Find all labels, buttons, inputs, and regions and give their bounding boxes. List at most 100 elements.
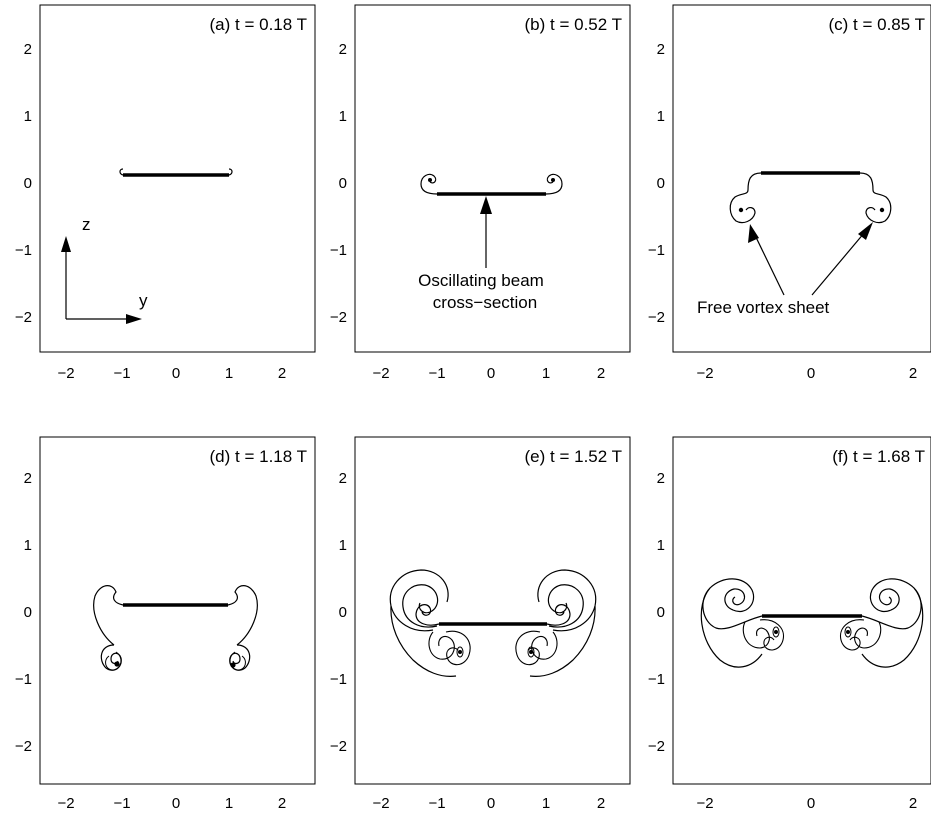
panel-a: (a) t = 0.18 T 2 1 0 −1 −2 −2 −1 0 1 2 z…: [15, 4, 316, 382]
x-tick-label: −1: [113, 365, 130, 382]
y-tick-label: 1: [339, 108, 347, 125]
y-tick-label: 2: [339, 470, 347, 487]
y-arrowhead-icon: [126, 314, 142, 324]
panel-d-title: (d) t = 1.18 T: [210, 447, 307, 466]
y-tick-label: 2: [657, 470, 665, 487]
x-tick-label: 1: [225, 795, 233, 812]
x-tick-label: −1: [113, 795, 130, 812]
x-tick-label: −2: [696, 365, 713, 382]
x-tick-label: 1: [225, 365, 233, 382]
panel-c-yticks: 2 1 0 −1 −2: [648, 41, 665, 326]
panel-d-yticks: 2 1 0 −1 −2: [15, 470, 32, 755]
panel-c: (c) t = 0.85 T 2 1 0 −1 −2 −2 0 2 Free v…: [648, 4, 931, 382]
panel-e-frame: [354, 436, 631, 785]
vortex-cluster-right: [515, 630, 558, 666]
vortex-sheet-right-envelope: [537, 569, 597, 632]
panel-f-yticks: 2 1 0 −1 −2: [648, 470, 665, 755]
x-tick-label: −2: [57, 795, 74, 812]
panel-c-title: (c) t = 0.85 T: [828, 15, 925, 34]
y-tick-label: 0: [657, 175, 665, 192]
vortex-coil-left: [105, 651, 122, 671]
vortex-cluster-right: [839, 619, 882, 651]
sheet-label: Free vortex sheet: [697, 298, 830, 317]
y-tick-label: −1: [330, 671, 347, 688]
panel-a-yticks: 2 1 0 −1 −2: [15, 41, 32, 326]
y-tick-label: 2: [339, 41, 347, 58]
vortex-sheet-tip-right: [228, 168, 233, 176]
z-arrowhead-icon: [61, 236, 71, 252]
y-axis-label: y: [139, 291, 148, 310]
vortex-sheet-right-spiral: [878, 588, 900, 611]
y-tick-label: −2: [330, 738, 347, 755]
y-tick-label: −1: [15, 671, 32, 688]
panel-a-frame: [39, 4, 316, 353]
x-tick-label: 1: [542, 795, 550, 812]
x-tick-label: 2: [597, 795, 605, 812]
panel-b: (b) t = 0.52 T 2 1 0 −1 −2 −2 −1 0 1 2 O…: [330, 4, 631, 382]
vortex-core-right: [230, 662, 236, 668]
panel-e-yticks: 2 1 0 −1 −2: [330, 470, 347, 755]
sheet-pointer-arrowhead-left-icon: [748, 224, 759, 243]
x-tick-label: −2: [372, 365, 389, 382]
y-tick-label: 1: [339, 537, 347, 554]
y-tick-label: 0: [24, 604, 32, 621]
vortex-sheet-right-envelope: [861, 578, 922, 630]
x-tick-label: −1: [428, 795, 445, 812]
vortex-sheet-right-wake: [529, 605, 596, 677]
vortex-coil-right: [229, 651, 246, 671]
vortex-sheet-left: [420, 173, 438, 195]
x-tick-label: 0: [487, 365, 495, 382]
x-tick-label: 2: [278, 365, 286, 382]
vortex-sheet-tip-left: [119, 168, 124, 176]
x-tick-label: 0: [807, 795, 815, 812]
vortex-core-right: [551, 178, 555, 182]
y-tick-label: −2: [15, 738, 32, 755]
x-tick-label: −2: [372, 795, 389, 812]
y-tick-label: −1: [330, 242, 347, 259]
sheet-pointer-arrow-left: [751, 228, 785, 296]
panel-a-title: (a) t = 0.18 T: [210, 15, 307, 34]
beam-label-line1: Oscillating beam: [418, 271, 544, 290]
panel-d: (d) t = 1.18 T 2 1 0 −1 −2 −2 −1 0 1 2: [15, 436, 316, 812]
sheet-pointer-arrowhead-right-icon: [858, 222, 873, 240]
x-tick-label: 2: [909, 795, 917, 812]
vortex-sheet-right: [859, 172, 892, 224]
panel-b-yticks: 2 1 0 −1 −2: [330, 41, 347, 326]
vortex-sheet-right-outer: [546, 604, 571, 626]
y-tick-label: −1: [648, 671, 665, 688]
y-tick-label: 2: [24, 470, 32, 487]
x-tick-label: 0: [172, 365, 180, 382]
panel-a-xticks: −2 −1 0 1 2: [57, 365, 286, 382]
z-axis-label: z: [82, 215, 91, 234]
y-tick-label: −2: [648, 738, 665, 755]
panel-f-title: (f) t = 1.68 T: [832, 447, 925, 466]
vortex-core-right-dot: [846, 630, 850, 634]
y-tick-label: −1: [15, 242, 32, 259]
panel-b-xticks: −2 −1 0 1 2: [372, 365, 605, 382]
vortex-sheet-left-wake: [700, 587, 763, 668]
y-tick-label: 1: [657, 108, 665, 125]
axis-indicator: z y: [61, 215, 148, 324]
vortex-core-left-dot: [774, 630, 778, 634]
panel-b-title: (b) t = 0.52 T: [525, 15, 622, 34]
panel-d-xticks: −2 −1 0 1 2: [57, 795, 286, 812]
vortex-sheet-left-spiral: [402, 584, 439, 628]
vortex-sheet-left-spiral: [724, 588, 746, 611]
y-tick-label: 1: [657, 537, 665, 554]
panel-e: (e) t = 1.52 T 2 1 0 −1 −2 −2 −1 0 1 2: [330, 436, 631, 812]
y-tick-label: 0: [339, 175, 347, 192]
panel-e-xticks: −2 −1 0 1 2: [372, 795, 605, 812]
vortex-core-right-dot: [529, 650, 533, 654]
vortex-core-left: [428, 178, 432, 182]
vortex-core-right: [844, 626, 852, 638]
x-tick-label: 2: [909, 365, 917, 382]
beam-label-line2: cross−section: [433, 293, 537, 312]
x-tick-label: 0: [172, 795, 180, 812]
panel-c-frame: [672, 4, 931, 353]
panel-c-xticks: −2 0 2: [696, 365, 917, 382]
x-tick-label: −1: [428, 365, 445, 382]
beam-pointer-arrowhead-icon: [480, 196, 492, 214]
panel-f-xticks: −2 0 2: [696, 795, 917, 812]
vortex-sheet-right: [545, 173, 563, 195]
